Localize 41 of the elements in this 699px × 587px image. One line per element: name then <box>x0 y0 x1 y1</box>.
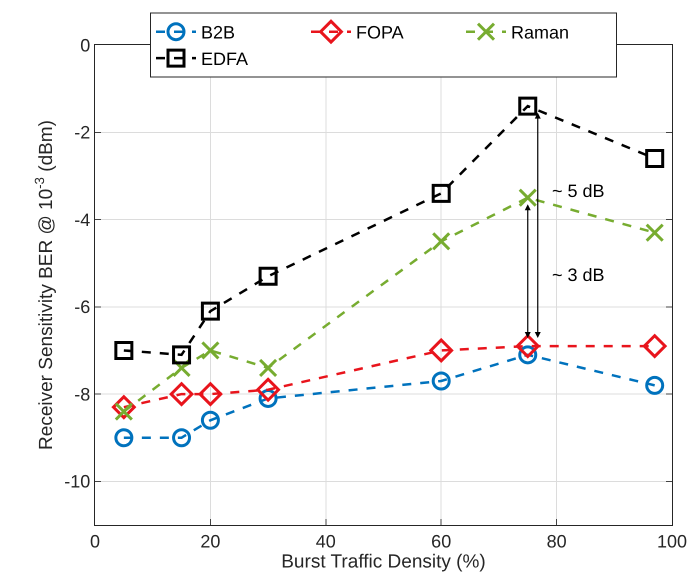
point <box>114 428 134 448</box>
y-tick-label: -8 <box>74 384 90 404</box>
point <box>429 338 454 362</box>
x-tick-label: 60 <box>431 532 452 552</box>
y-tick-label: -2 <box>74 122 90 143</box>
point <box>258 358 278 378</box>
x-tick-label: 40 <box>316 532 336 552</box>
point <box>200 302 220 321</box>
point <box>114 340 134 360</box>
point <box>256 378 280 402</box>
y-tick-label: -6 <box>74 297 90 318</box>
legend-label: Raman <box>511 22 570 43</box>
x-tick-label: 80 <box>546 532 567 552</box>
x-tick-label: 100 <box>656 532 688 552</box>
point <box>198 382 222 406</box>
legend-label: EDFA <box>201 49 248 70</box>
point <box>432 372 451 390</box>
legend-label: FOPA <box>356 22 404 43</box>
point <box>200 340 220 360</box>
annotation: ~ 3 dB <box>552 265 605 285</box>
x-tick-label: 20 <box>200 532 220 552</box>
point <box>645 223 664 242</box>
point <box>645 148 664 168</box>
y-tick-label: 0 <box>80 35 90 56</box>
point <box>645 376 664 395</box>
y-tick-label: -4 <box>74 210 90 230</box>
point <box>258 266 278 286</box>
annotation: ~ 5 dB <box>552 181 605 201</box>
point <box>516 334 540 358</box>
point <box>432 232 451 251</box>
legend-label: B2B <box>201 22 236 43</box>
y-tick-label: -10 <box>64 472 90 492</box>
point <box>518 96 538 116</box>
point <box>642 334 667 358</box>
point <box>200 410 220 430</box>
point <box>170 382 194 406</box>
point <box>432 184 451 203</box>
point <box>172 428 192 448</box>
x-axis-title: Burst Traffic Density (%) <box>281 552 486 573</box>
point <box>172 345 192 364</box>
point <box>518 188 538 208</box>
